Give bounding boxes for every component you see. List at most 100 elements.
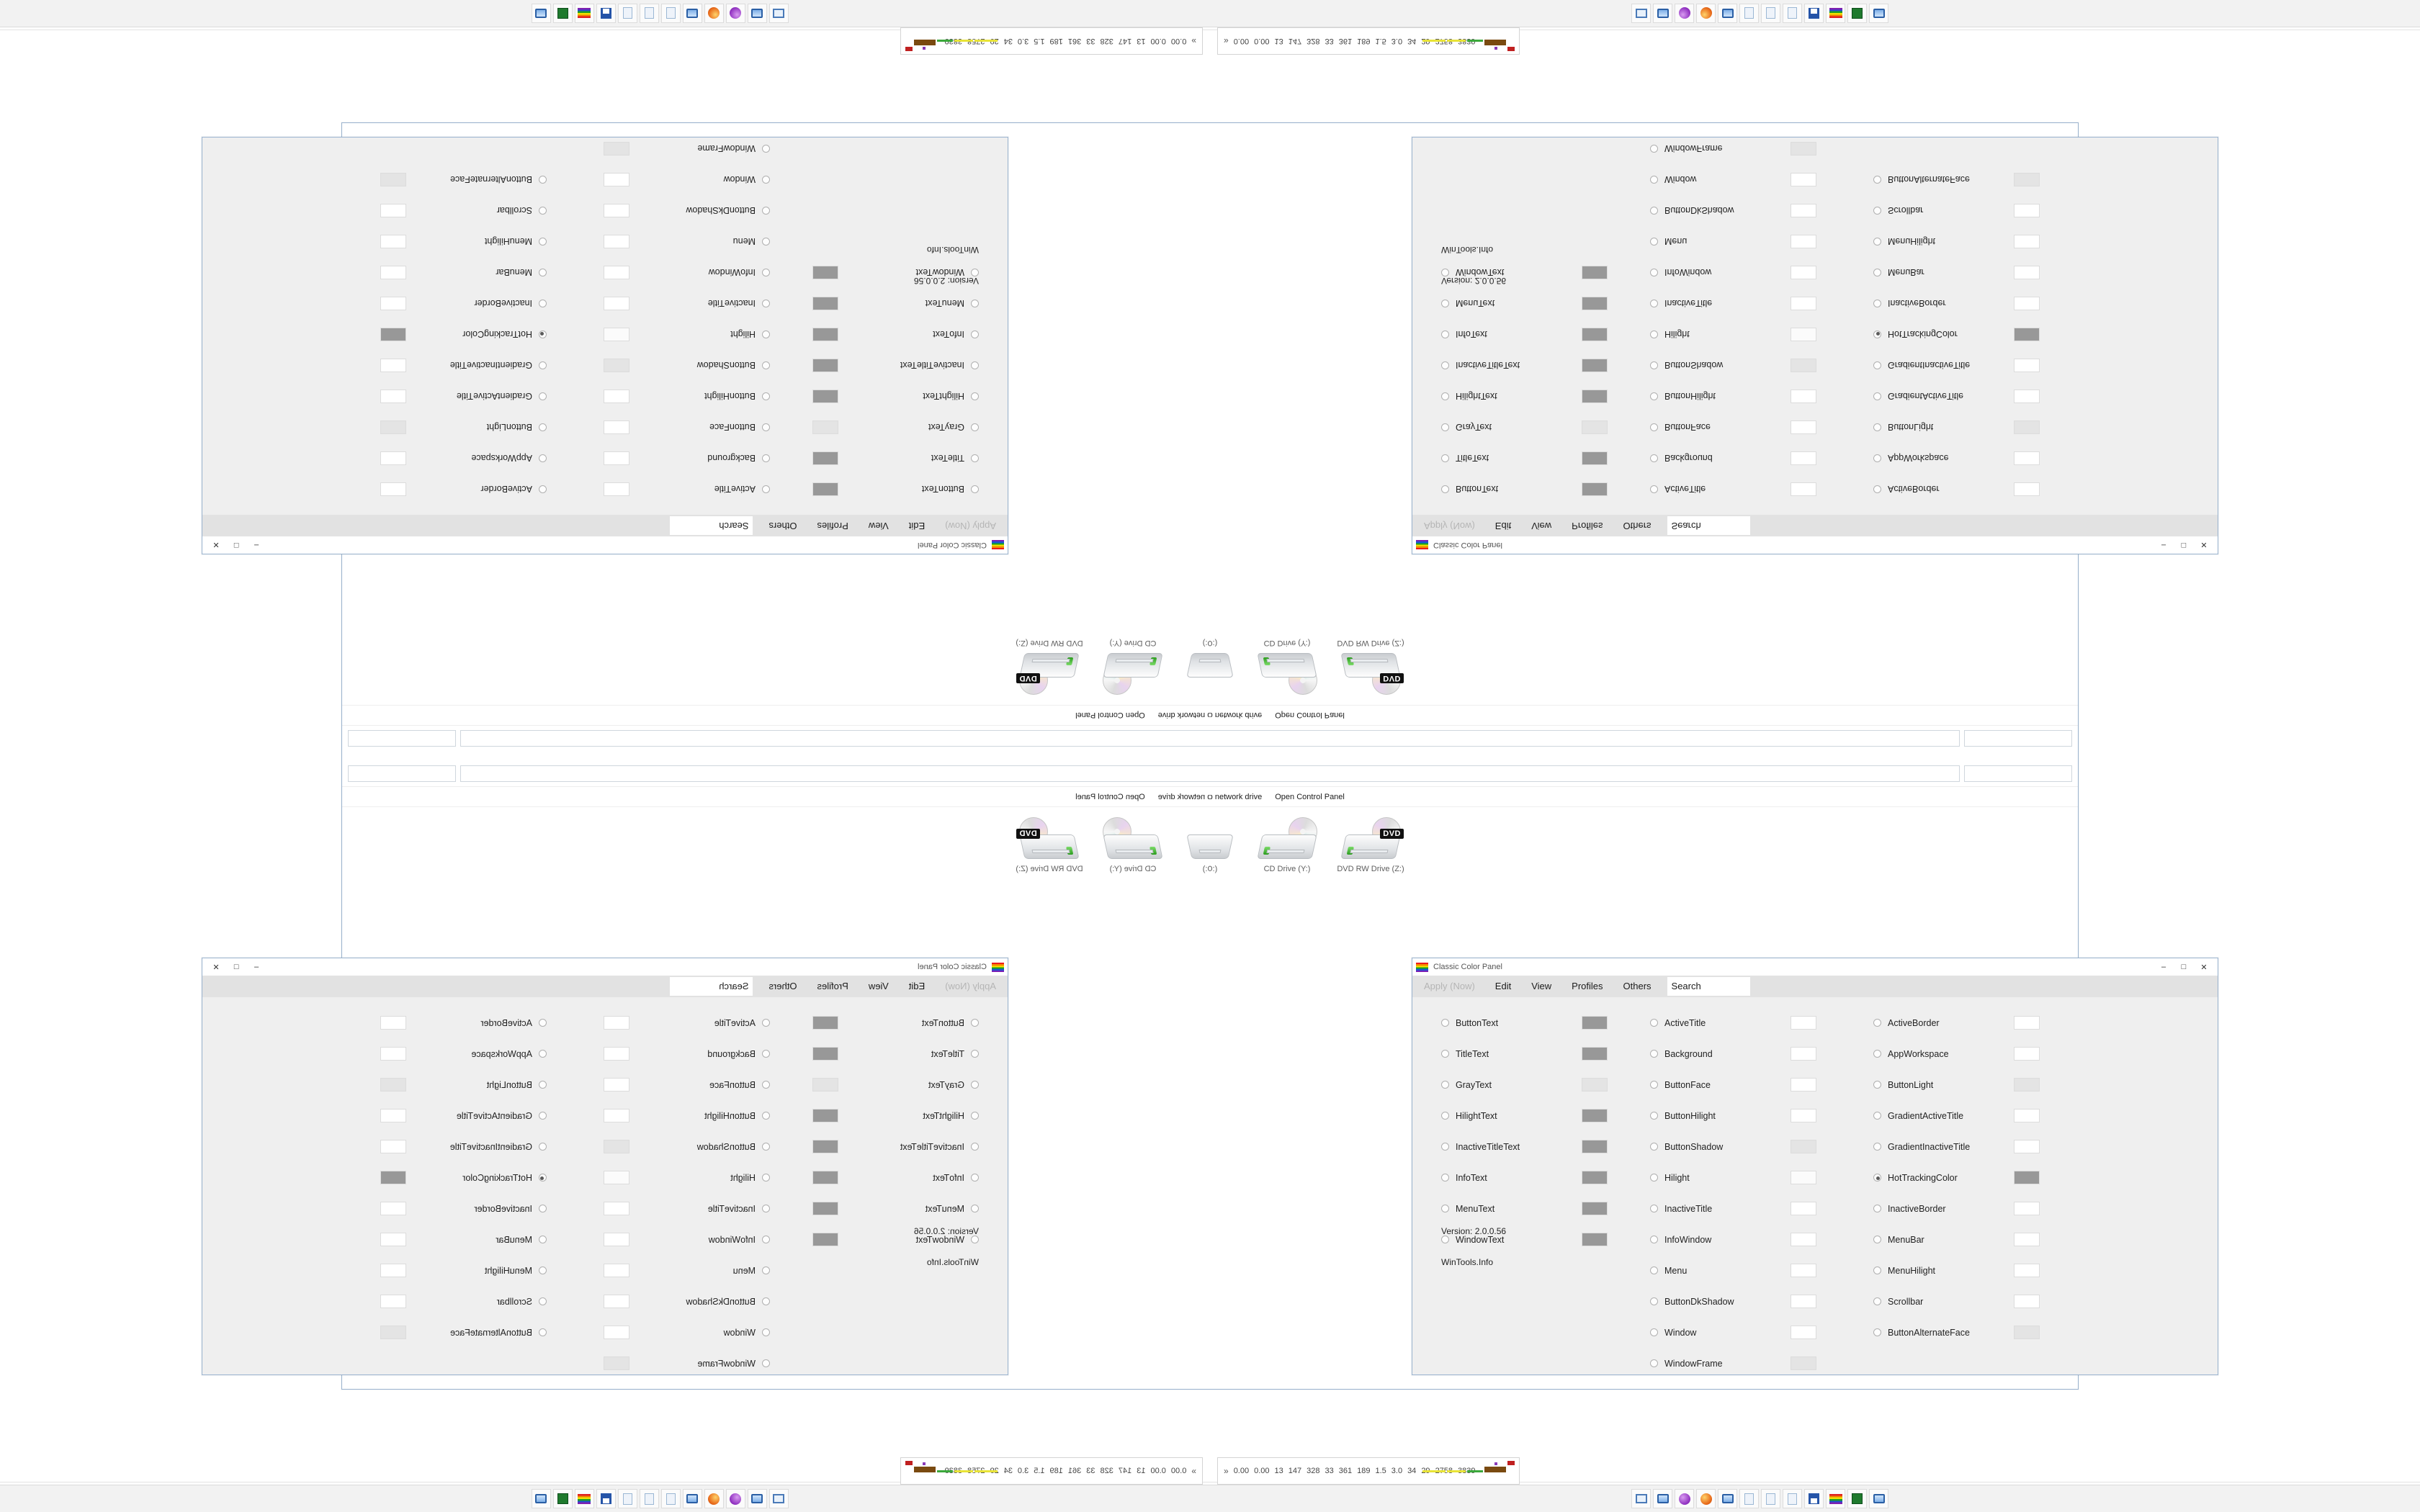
color-radio[interactable] [1873,1050,1881,1058]
taskbar-items[interactable] [1631,1489,1888,1508]
color-row[interactable]: GradientActiveTitle [1873,381,2040,412]
taskbar-items[interactable] [532,4,789,23]
color-row[interactable]: ButtonFace [1650,412,1816,443]
color-row[interactable]: Hilight [1650,319,1816,350]
ccp-column-1[interactable]: ButtonText TitleText GrayText HilightText In… [812,1007,979,1255]
close-button[interactable]: ✕ [212,963,220,972]
color-swatch[interactable] [1791,297,1816,310]
color-radio[interactable] [1441,1112,1449,1120]
color-radio[interactable] [762,1236,770,1243]
color-swatch[interactable] [380,390,406,403]
color-row[interactable]: ButtonLight [1873,1069,2040,1100]
color-swatch[interactable] [1791,390,1816,403]
color-row[interactable]: InactiveTitle [1650,1193,1816,1224]
color-radio[interactable] [1441,392,1449,400]
drive-item[interactable]: CD Drive (Y:) [1248,636,1326,698]
system-monitor-gadget[interactable]: » 0.000.0013147328333611891.53.034292758… [900,1457,1203,1485]
color-row[interactable]: HotTrackingColor [380,319,547,350]
drive-item[interactable]: OO (D:) [1210,636,1242,698]
color-swatch[interactable] [604,1356,629,1370]
color-row[interactable]: GrayText [812,412,979,443]
color-row[interactable]: InactiveBorder [1873,1193,2040,1224]
taskbar-item-remote[interactable] [1718,1489,1737,1508]
explorer-command-bar[interactable]: Organize ▾PropertiesSystem propertiesUni… [342,705,1210,725]
color-row[interactable]: ButtonDkShadow [1650,1286,1816,1317]
color-radio[interactable] [971,1081,979,1089]
color-swatch[interactable] [812,482,838,496]
color-swatch[interactable] [604,451,629,465]
color-swatch[interactable] [2014,1047,2040,1061]
taskbar-item-save[interactable] [596,1489,616,1508]
color-swatch[interactable] [604,1078,629,1092]
taskbar[interactable] [0,0,1210,27]
color-row[interactable]: ButtonDkShadow [604,195,770,226]
color-radio[interactable] [762,1266,770,1274]
color-swatch[interactable] [1582,451,1608,465]
color-radio[interactable] [539,423,547,431]
color-swatch[interactable] [812,420,838,434]
explorer-navigation-bar[interactable]: ← → ▾ Computer ▾ [1210,725,2078,751]
ccp-search-input[interactable]: Search [670,977,753,996]
color-radio[interactable] [762,1359,770,1367]
color-radio[interactable] [1650,176,1658,184]
color-row[interactable]: Menu [604,1255,770,1286]
color-swatch[interactable] [1791,420,1816,434]
color-row[interactable]: InfoText [1441,1162,1608,1193]
color-radio[interactable] [762,485,770,493]
color-radio[interactable] [539,207,547,215]
color-row[interactable]: Window [1650,1317,1816,1348]
color-swatch[interactable] [2014,359,2040,372]
ccp-menu-bar[interactable]: Apply (Now) Edit View Profiles Others Search [1412,515,2218,536]
color-row[interactable]: InfoWindow [1650,257,1816,288]
maximize-button[interactable]: □ [2035,753,2055,756]
color-swatch[interactable] [1582,1171,1608,1184]
color-row[interactable]: Scrollbar [380,195,547,226]
color-radio[interactable] [1873,392,1881,400]
color-swatch[interactable] [812,328,838,341]
color-radio[interactable] [762,454,770,462]
color-swatch[interactable] [1582,1233,1608,1246]
ccp-menu-bar[interactable]: Apply (Now) Edit View Profiles Others Search [202,515,1008,536]
ccp-column-3[interactable]: ActiveBorder AppWorkspace ButtonLight Gradi… [380,164,547,505]
color-swatch[interactable] [380,328,406,341]
ccp-column-2[interactable]: ActiveTitle Background ButtonFace ButtonHil… [604,133,770,505]
ccp-column-3[interactable]: ActiveBorder AppWorkspace ButtonLight Gradi… [1873,164,2040,505]
color-radio[interactable] [1650,1266,1658,1274]
taskbar-item-browser-purple[interactable] [1675,1489,1694,1508]
search-input[interactable] [1964,765,2072,782]
color-radio[interactable] [1441,423,1449,431]
color-radio[interactable] [1441,1050,1449,1058]
color-swatch[interactable] [812,1140,838,1153]
color-row[interactable]: HilightText [812,1100,979,1131]
color-radio[interactable] [971,1236,979,1243]
color-row[interactable]: WindowFrame [604,133,770,164]
color-row[interactable]: ActiveTitle [1650,474,1816,505]
color-swatch[interactable] [604,1264,629,1277]
color-swatch[interactable] [812,390,838,403]
color-radio[interactable] [762,1081,770,1089]
color-swatch[interactable] [1791,142,1816,156]
color-swatch[interactable] [380,1326,406,1339]
chevron-up-icon[interactable]: » [1224,36,1229,46]
taskbar-item-notepad-2[interactable] [1761,1489,1780,1508]
color-row[interactable]: Background [1650,1038,1816,1069]
taskbar-item-browser-purple[interactable] [726,4,745,23]
color-row[interactable]: InactiveTitleText [812,350,979,381]
taskbar-item-firefox[interactable] [1696,4,1716,23]
ccp-search-input[interactable]: Search [1667,977,1750,996]
color-row[interactable]: ButtonText [812,1007,979,1038]
color-swatch[interactable] [812,1109,838,1122]
color-swatch[interactable] [2014,1140,2040,1153]
taskbar-item-computer[interactable] [1653,4,1672,23]
ccp-column-1[interactable]: ButtonText TitleText GrayText HilightText In… [1441,1007,1608,1255]
taskbar-item-firefox[interactable] [704,4,724,23]
color-radio[interactable] [1441,1174,1449,1182]
ccp-column-2[interactable]: ActiveTitle Background ButtonFace ButtonHil… [1650,133,1816,505]
color-radio[interactable] [1650,300,1658,307]
color-swatch[interactable] [1791,451,1816,465]
menu-profiles[interactable]: Profiles [817,521,848,531]
color-radio[interactable] [1873,1266,1881,1274]
taskbar-item-run[interactable] [1631,1489,1651,1508]
color-row[interactable]: AppWorkspace [380,1038,547,1069]
menu-view[interactable]: View [1531,981,1552,991]
